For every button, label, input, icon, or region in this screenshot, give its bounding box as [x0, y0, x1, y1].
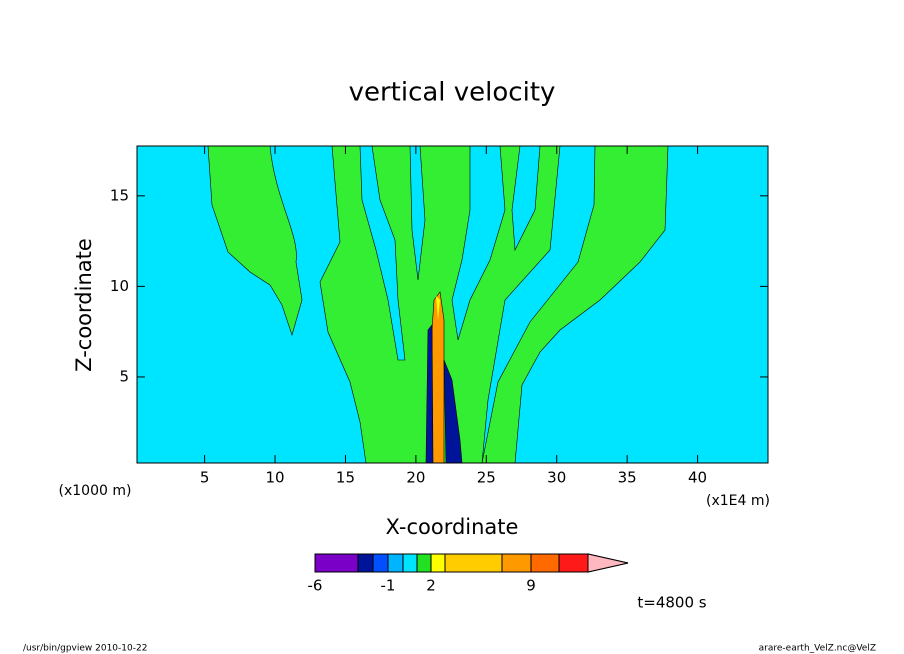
- contour-region: [481, 145, 669, 464]
- colorbar-box: [530, 553, 560, 573]
- contour-region: [359, 145, 406, 361]
- contour-region: [207, 145, 303, 337]
- colorbar-label: 9: [526, 577, 536, 595]
- x-tick-label: 40: [688, 469, 707, 487]
- y-tick-label: 15: [110, 186, 129, 204]
- y-axis-label: Z-coordinate: [72, 238, 96, 372]
- colorbar-box: [387, 553, 404, 573]
- x-tick-label: 25: [477, 469, 496, 487]
- x-tick-label: 5: [200, 469, 210, 487]
- x-tick-label: 15: [336, 469, 355, 487]
- colorbar-box: [402, 553, 418, 573]
- colorbar-box: [444, 553, 503, 573]
- colorbar-box: [416, 553, 432, 573]
- colorbar-extension: [587, 553, 629, 573]
- colorbar-label: 2: [426, 577, 436, 595]
- colorbar-box: [501, 553, 532, 573]
- chart-title: vertical velocity: [349, 78, 556, 108]
- time-annotation: t=4800 s: [637, 594, 706, 612]
- x-axis-label: X-coordinate: [386, 515, 519, 539]
- contour-region: [436, 296, 440, 320]
- y-tick-label: 10: [110, 277, 129, 295]
- footer-left: /usr/bin/gpview 2010-10-22: [23, 644, 147, 654]
- colorbar-box: [372, 553, 389, 573]
- footer-right: arare-earth_VelZ.nc@VelZ: [759, 644, 876, 654]
- colorbar-box: [314, 553, 359, 573]
- x-tick-label: 35: [618, 469, 637, 487]
- contour-region: [451, 145, 506, 341]
- colorbar-label: -6: [308, 577, 323, 595]
- x-tick-label: 30: [547, 469, 566, 487]
- contour-field: [136, 145, 769, 464]
- colorbar-label: -1: [381, 577, 396, 595]
- y-tick-label: 5: [119, 367, 129, 385]
- plot-frame: [136, 145, 769, 464]
- colorbar-box: [357, 553, 374, 573]
- x-tick-label: 20: [406, 469, 425, 487]
- x-tick-label: 10: [265, 469, 284, 487]
- x-unit: (x1000 m): [59, 483, 132, 499]
- x-unit-secondary: (x1E4 m): [706, 493, 770, 509]
- colorbar-box: [558, 553, 589, 573]
- colorbar-box: [430, 553, 446, 573]
